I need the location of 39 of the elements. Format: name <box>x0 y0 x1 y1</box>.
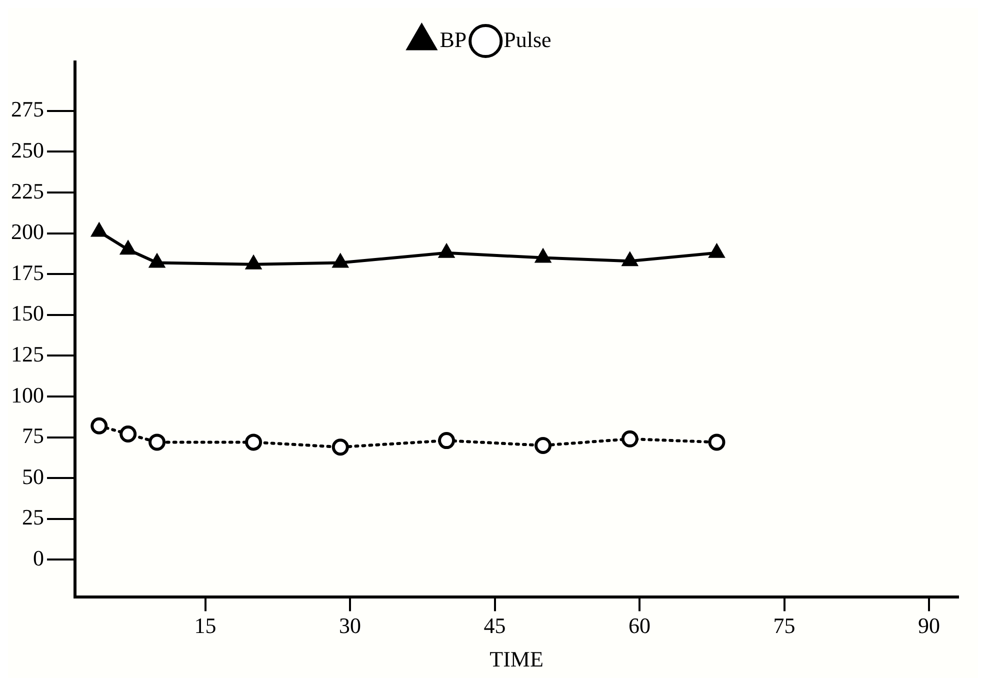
x-tick-label: 15 <box>194 613 216 638</box>
x-tick-label: 60 <box>628 613 651 638</box>
x-tick-label: 45 <box>484 613 506 638</box>
point <box>332 254 348 268</box>
x-axis-title: TIME <box>490 646 544 672</box>
point <box>535 249 551 263</box>
y-tick-label: 50 <box>22 464 44 489</box>
y-tick-label: 25 <box>22 504 44 530</box>
point <box>148 434 166 451</box>
point <box>621 430 638 448</box>
y-tick-label: 200 <box>11 219 44 244</box>
legend-label: BP <box>440 26 467 52</box>
x-tick-label: 90 <box>918 613 940 638</box>
point <box>92 223 107 237</box>
y-tick-label: 250 <box>11 138 44 163</box>
point <box>246 256 262 270</box>
y-tick-label: 125 <box>11 341 44 366</box>
legend-label: Pulse <box>504 26 552 52</box>
x-tick-label: 30 <box>339 613 362 638</box>
point <box>120 241 136 255</box>
y-tick-label: 75 <box>22 423 44 448</box>
point <box>120 426 137 443</box>
point <box>90 417 108 434</box>
point <box>332 438 349 456</box>
point <box>709 244 724 258</box>
y-tick-label: 150 <box>11 300 44 326</box>
point <box>149 254 165 268</box>
point <box>438 244 454 258</box>
y-tick-label: 175 <box>11 260 44 285</box>
y-tick-label: 275 <box>11 96 44 122</box>
point <box>708 434 726 451</box>
point <box>622 252 638 266</box>
point <box>438 432 456 450</box>
y-tick-label: 100 <box>11 382 44 408</box>
y-tick-label: 0 <box>33 545 44 570</box>
x-tick-label: 75 <box>773 613 796 638</box>
y-tick-label: 225 <box>11 178 44 204</box>
point <box>245 434 262 451</box>
point <box>534 436 552 454</box>
